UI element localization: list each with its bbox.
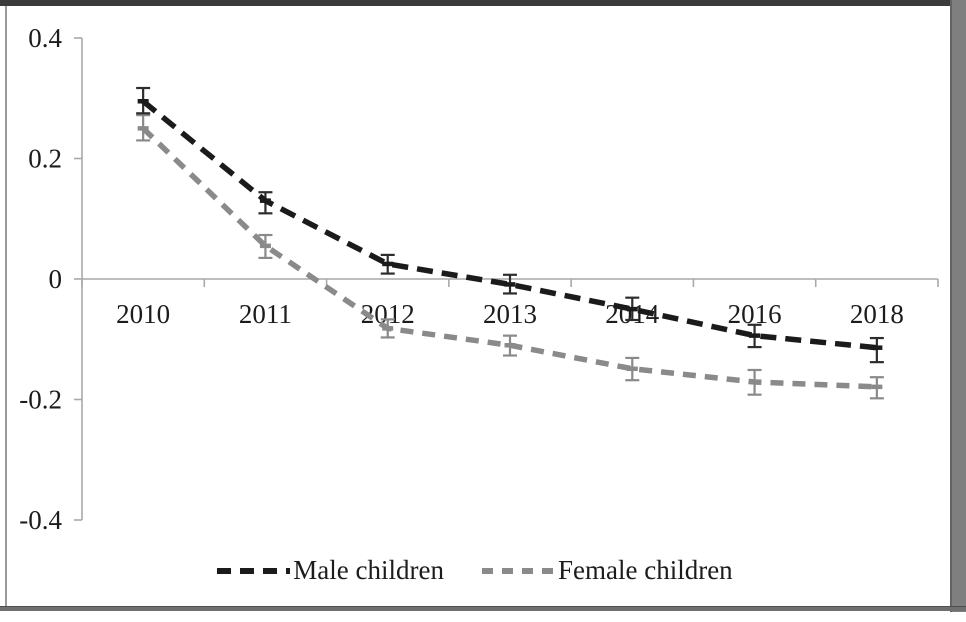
legend-item-male-children: Male children — [217, 557, 444, 584]
y-axis-tick-label: -0.4 — [19, 505, 62, 535]
frame-right-border — [950, 0, 966, 612]
x-axis-year-label: 2010 — [116, 299, 170, 329]
point-marker — [749, 379, 761, 385]
x-axis-year-label: 2018 — [850, 299, 904, 329]
legend-label-male-children: Male children — [293, 555, 444, 585]
point-marker — [137, 99, 149, 104]
legend-label-female-children: Female children — [558, 555, 733, 585]
y-axis-tick-label: 0.4 — [28, 23, 62, 53]
point-marker — [382, 326, 394, 331]
female-series-dash-swatch — [482, 567, 555, 574]
point-marker — [259, 198, 271, 203]
point-marker — [749, 333, 761, 338]
point-marker — [259, 243, 271, 249]
male-series-dash-swatch — [217, 567, 291, 574]
frame-bottom-border — [0, 606, 966, 611]
y-axis-tick-label: 0 — [49, 264, 63, 294]
point-marker — [626, 306, 638, 312]
x-axis-year-label: 2013 — [483, 299, 537, 329]
frame-left-border — [5, 6, 7, 608]
x-axis-year-label: 2011 — [239, 299, 292, 329]
point-marker — [871, 384, 883, 390]
point-marker — [626, 366, 638, 372]
y-axis-tick-label: 0.2 — [28, 144, 62, 174]
y-axis-tick-label: -0.2 — [19, 385, 62, 415]
point-marker — [871, 345, 883, 350]
point-marker — [504, 343, 516, 348]
point-marker — [382, 261, 394, 267]
legend: Male children Female children — [0, 557, 950, 584]
point-marker — [137, 126, 149, 131]
point-marker — [504, 282, 516, 287]
frame-top-border — [0, 0, 966, 6]
legend-item-female-children: Female children — [482, 557, 733, 584]
